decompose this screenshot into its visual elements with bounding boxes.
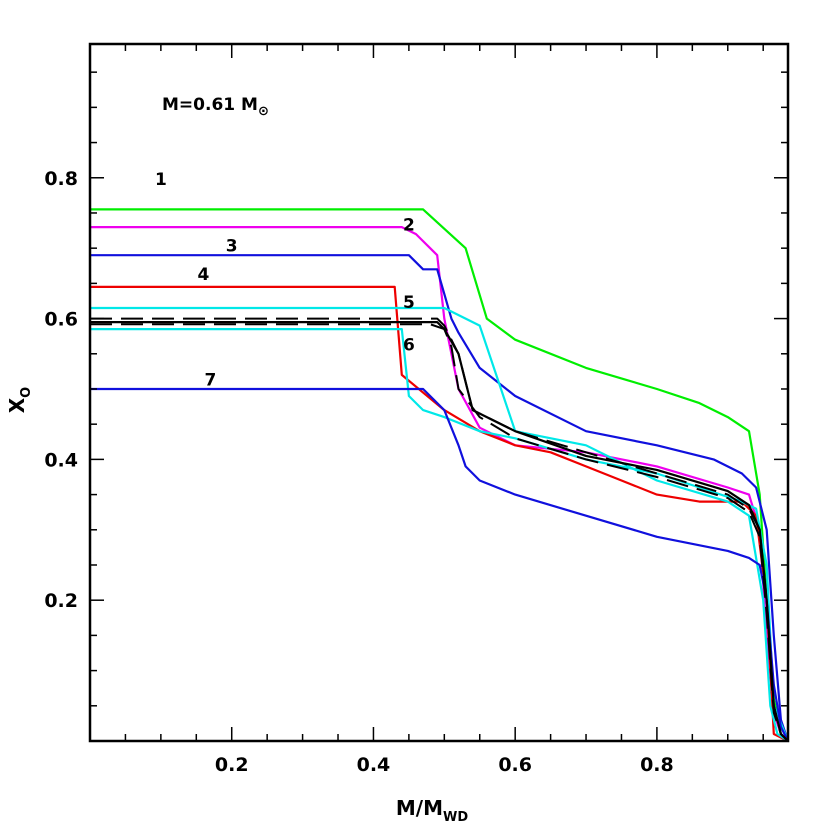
sun-symbol: ⊙	[258, 104, 269, 119]
series-line-4	[90, 285, 789, 742]
curve-label-6: 6	[403, 335, 415, 355]
x-tick-label: 0.6	[498, 754, 532, 776]
curve-label-3: 3	[226, 237, 238, 257]
x-tick-label: 0.4	[357, 754, 391, 776]
y-tick-label: 0.2	[44, 590, 78, 612]
x-axis-label: M/MWD	[396, 796, 468, 825]
series-line-10	[90, 321, 789, 742]
y-axis-label: XO	[5, 387, 34, 413]
curve-label-1: 1	[155, 170, 167, 190]
series-line-7	[90, 387, 789, 742]
chart-marks: 1 2 34 5 6 7	[90, 170, 790, 742]
series-line-8	[90, 317, 789, 742]
y-tick-label: 0.4	[44, 449, 78, 471]
curve-label-2: 2	[403, 216, 415, 236]
x-tick-label: 0.8	[640, 754, 674, 776]
curve-label-7: 7	[205, 370, 217, 390]
series-line-3	[90, 254, 790, 742]
curve-label-5: 5	[403, 293, 415, 313]
series-line-9	[90, 323, 789, 742]
plot-frame	[88, 42, 790, 743]
annotation-label: M=0.61 M⊙	[162, 95, 269, 119]
y-tick-label: 0.6	[44, 309, 78, 331]
x-tick-label: 0.2	[215, 754, 249, 776]
axis-ticks: 0.2 0.4 0.6 0.8 0.2 0.4 0.6 0.8	[44, 44, 788, 776]
curve-label-4: 4	[197, 265, 209, 285]
series-line-6	[90, 328, 790, 742]
y-tick-label: 0.8	[44, 168, 78, 190]
series-line-5	[90, 306, 789, 742]
